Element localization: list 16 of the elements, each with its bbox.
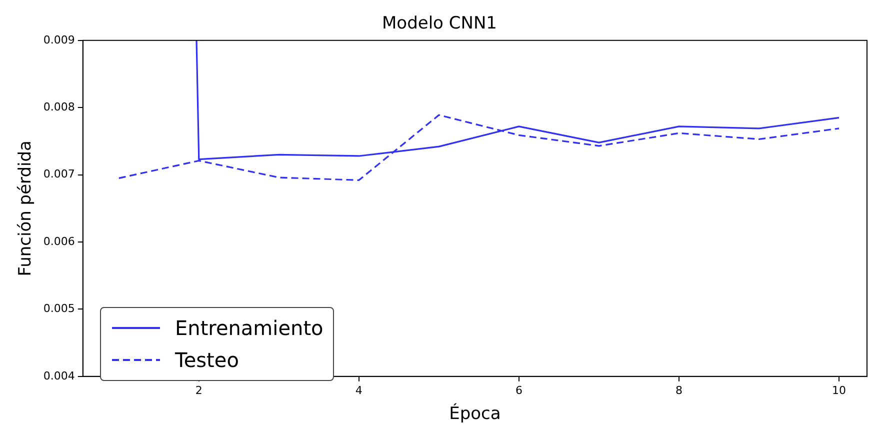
legend-label: Entrenamiento	[175, 316, 324, 340]
y-tick-label: 0.004	[43, 369, 75, 382]
y-tick-label: 0.007	[43, 168, 75, 181]
x-tick-label: 6	[515, 384, 522, 397]
x-tick-label: 10	[832, 384, 846, 397]
y-tick-label: 0.006	[43, 234, 75, 248]
x-tick-label: 2	[195, 384, 202, 397]
x-tick-label: 4	[355, 384, 362, 397]
chart-title: Modelo CNN1	[382, 14, 497, 34]
x-axis-title: Época	[449, 403, 501, 424]
y-tick-label: 0.009	[43, 33, 75, 46]
y-tick-label: 0.008	[43, 100, 75, 114]
y-axis-title: Función pérdida	[16, 140, 36, 276]
x-tick-label: 8	[675, 384, 682, 397]
y-tick-label: 0.005	[43, 302, 75, 316]
legend-label: Testeo	[175, 348, 239, 372]
